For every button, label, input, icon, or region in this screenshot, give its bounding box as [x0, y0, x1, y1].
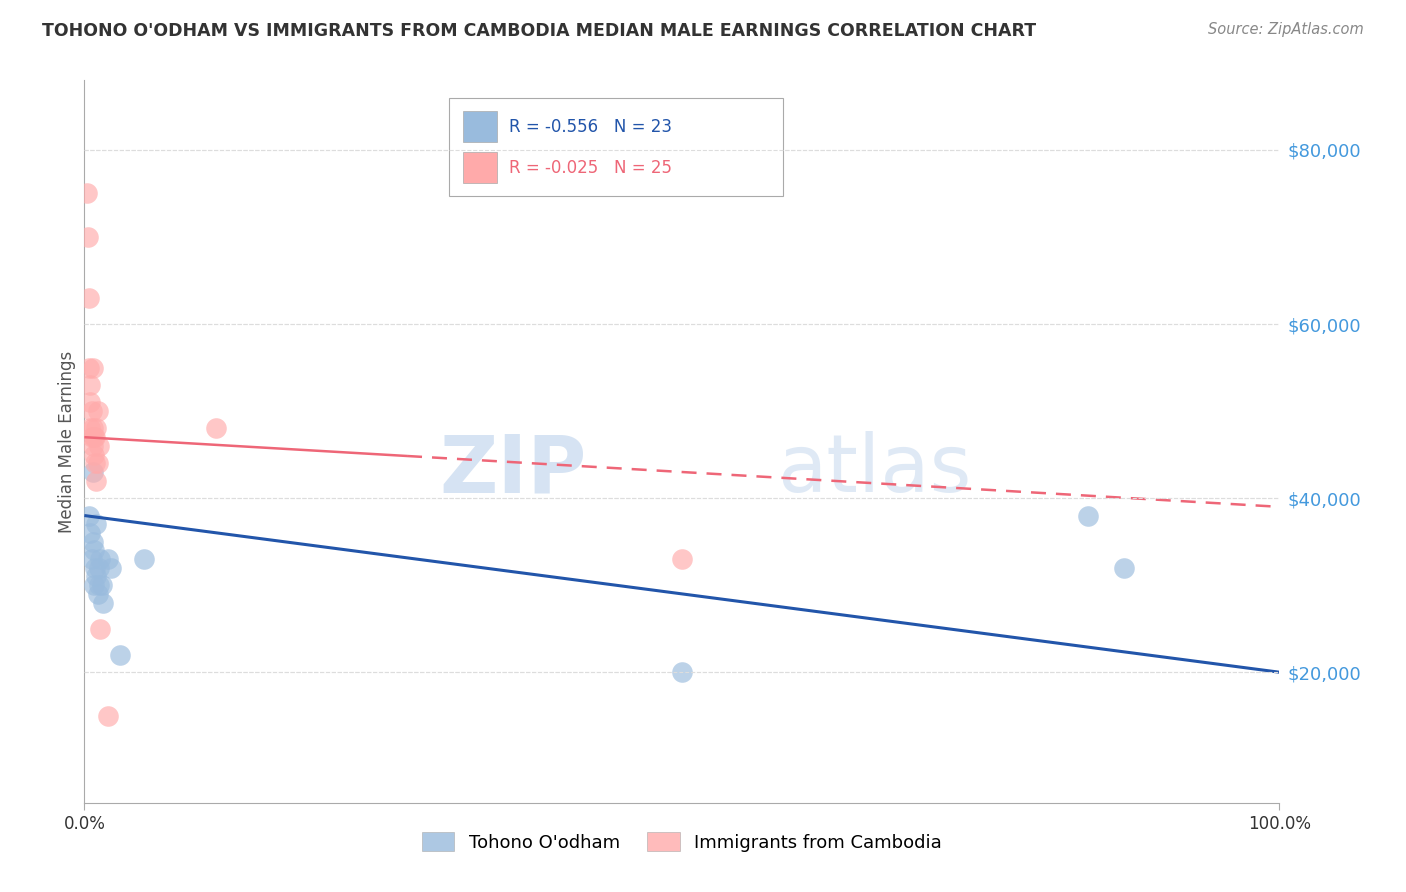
- Point: [87, 578, 110, 592]
- Point: [82, 360, 104, 375]
- Point: [87, 439, 110, 453]
- Legend: Tohono O'odham, Immigrants from Cambodia: Tohono O'odham, Immigrants from Cambodia: [415, 825, 949, 859]
- Point: [77, 291, 100, 305]
- Point: [82, 465, 104, 479]
- Point: [89, 552, 111, 566]
- Point: [79, 421, 101, 435]
- Point: [80, 552, 103, 566]
- Point: [82, 421, 104, 435]
- Text: atlas: atlas: [778, 432, 972, 509]
- Point: [79, 395, 101, 409]
- Point: [671, 665, 693, 680]
- Point: [110, 648, 132, 662]
- Point: [84, 456, 107, 470]
- Point: [86, 517, 108, 532]
- Point: [93, 596, 115, 610]
- Point: [82, 534, 104, 549]
- Point: [97, 552, 120, 566]
- Text: TOHONO O'ODHAM VS IMMIGRANTS FROM CAMBODIA MEDIAN MALE EARNINGS CORRELATION CHAR: TOHONO O'ODHAM VS IMMIGRANTS FROM CAMBOD…: [42, 22, 1036, 40]
- Point: [84, 561, 107, 575]
- Point: [205, 421, 228, 435]
- Point: [97, 708, 120, 723]
- Bar: [463, 152, 496, 183]
- Point: [76, 186, 98, 201]
- Point: [83, 578, 105, 592]
- Point: [83, 430, 105, 444]
- Text: R = -0.556   N = 23: R = -0.556 N = 23: [509, 118, 672, 136]
- Point: [79, 525, 101, 540]
- Bar: [463, 111, 496, 142]
- Point: [77, 360, 100, 375]
- Point: [1114, 561, 1136, 575]
- Y-axis label: Median Male Earnings: Median Male Earnings: [58, 351, 76, 533]
- Point: [84, 430, 107, 444]
- Point: [89, 622, 111, 636]
- Text: ZIP: ZIP: [439, 432, 586, 509]
- Point: [83, 543, 105, 558]
- Point: [77, 508, 100, 523]
- Text: Source: ZipAtlas.com: Source: ZipAtlas.com: [1208, 22, 1364, 37]
- Point: [82, 439, 104, 453]
- Point: [86, 569, 108, 583]
- Point: [87, 561, 110, 575]
- Point: [86, 404, 108, 418]
- Point: [86, 456, 108, 470]
- Text: R = -0.025   N = 25: R = -0.025 N = 25: [509, 159, 672, 177]
- Point: [83, 448, 105, 462]
- Point: [132, 552, 156, 566]
- Point: [86, 421, 108, 435]
- Point: [80, 430, 103, 444]
- Point: [77, 230, 100, 244]
- Point: [86, 474, 108, 488]
- Point: [100, 561, 122, 575]
- Point: [86, 587, 108, 601]
- Point: [80, 404, 103, 418]
- Point: [1077, 508, 1099, 523]
- FancyBboxPatch shape: [449, 98, 783, 196]
- Point: [671, 552, 693, 566]
- Point: [79, 378, 101, 392]
- Point: [91, 578, 114, 592]
